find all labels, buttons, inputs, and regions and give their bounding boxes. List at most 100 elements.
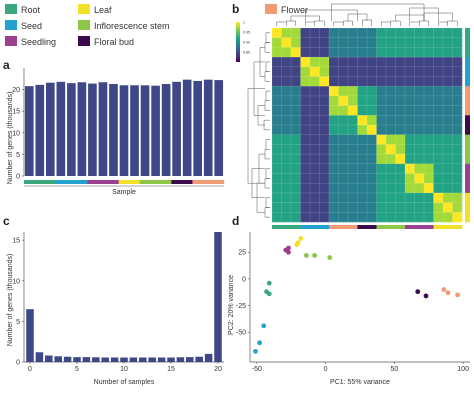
scatter-point-seed: [253, 348, 258, 354]
heatmap-cell: [291, 86, 301, 97]
heatmap-cell: [300, 183, 311, 194]
heatmap-cell: [405, 212, 415, 223]
panel-c-bar: [157, 357, 166, 362]
heatmap-cell: [272, 163, 282, 174]
panel-a-sample-group: [108, 180, 119, 184]
heatmap-cell: [424, 57, 434, 68]
heatmap-cell: [367, 95, 377, 106]
dendrogram-branch: [265, 139, 270, 150]
heatmap-cell: [348, 183, 358, 194]
heatmap-cell: [452, 28, 463, 38]
heatmap-cell: [338, 202, 349, 213]
heatmap-col-group: [310, 225, 320, 229]
heatmap-cell: [329, 154, 339, 165]
heatmap-col-group: [452, 225, 463, 229]
scatter-point-flower: [445, 290, 451, 296]
heatmap-row-group: [465, 192, 470, 203]
heatmap-cell: [367, 163, 377, 174]
legend-label-seed: Seed: [21, 21, 42, 31]
dendrogram-branch: [333, 21, 344, 26]
heatmap-cell: [281, 212, 292, 223]
heatmap-cell: [395, 173, 406, 184]
heatmap-cell: [424, 125, 434, 135]
heatmap-cell: [414, 105, 425, 116]
heatmap-cell: [376, 105, 387, 116]
heatmap-cell: [395, 66, 406, 77]
scatter-point-seed: [261, 323, 267, 329]
heatmap-cell: [376, 144, 387, 155]
heatmap-row-group: [465, 163, 470, 174]
panel-c-bar: [186, 357, 194, 362]
heatmap-cell: [291, 105, 301, 116]
panel-b-heatmap: 1 0.95 0.90 0.85: [236, 3, 470, 229]
heatmap-cell: [395, 134, 406, 145]
heatmap-cell: [300, 76, 311, 87]
heatmap-cell: [348, 47, 358, 58]
heatmap-cell: [300, 154, 311, 165]
heatmap-cell: [443, 47, 453, 58]
heatmap-col-group: [386, 225, 396, 229]
heatmap-cell: [424, 183, 434, 194]
heatmap-cell: [433, 183, 444, 194]
heatmap-cell: [424, 105, 434, 116]
heatmap-cell: [433, 37, 444, 48]
scatter-point-seedling: [286, 249, 291, 255]
heatmap-row-group: [465, 37, 470, 48]
heatmap-cell: [443, 125, 453, 135]
heatmap-cell: [281, 125, 292, 135]
heatmap-cell: [272, 202, 282, 213]
dendrogram-branch: [265, 90, 270, 101]
heatmap-cell: [272, 57, 282, 68]
heatmap-cell: [357, 76, 368, 87]
heatmap-cell: [357, 134, 368, 145]
panel-a-bar: [98, 82, 108, 176]
heatmap-cell: [338, 47, 349, 58]
panel-a-sample-group: [192, 180, 204, 184]
heatmap-cell: [338, 144, 349, 155]
heatmap-cell: [338, 37, 349, 48]
heatmap-cell: [443, 183, 453, 194]
colorbar-tick-label: 0.85: [243, 51, 250, 55]
heatmap-cell: [319, 192, 330, 203]
heatmap-row-group: [465, 173, 470, 184]
heatmap-cell: [367, 134, 377, 145]
heatmap-cell: [281, 115, 292, 126]
heatmap-cell: [300, 66, 311, 77]
panel-c-xtick-label: 20: [214, 366, 222, 373]
heatmap-cell: [300, 202, 311, 213]
heatmap-cell: [338, 115, 349, 126]
panel-a-sample-group: [34, 180, 46, 184]
heatmap-cell: [386, 134, 396, 145]
heatmap-cell: [272, 173, 282, 184]
heatmap-cell: [300, 47, 311, 58]
heatmap-cell: [357, 192, 368, 203]
heatmap-row-group: [465, 28, 470, 38]
heatmap-cell: [329, 86, 339, 97]
heatmap-cell: [291, 173, 301, 184]
panel-a-sample-group: [181, 180, 193, 184]
heatmap-cell: [452, 212, 463, 223]
heatmap-cell: [319, 154, 330, 165]
panel-a-sample-group: [76, 180, 88, 184]
panel-a-sample-group: [213, 180, 225, 184]
heatmap-cell: [376, 212, 387, 223]
dendrogram-branch: [381, 21, 391, 26]
heatmap-cell: [367, 47, 377, 58]
heatmap-cell: [291, 47, 301, 58]
panel-c-bar: [35, 352, 44, 362]
dendrogram-branch: [447, 20, 458, 26]
heatmap-cell: [300, 212, 311, 223]
panel-c-bar: [45, 355, 53, 362]
heatmap-cell: [367, 76, 377, 87]
heatmap-cell: [443, 76, 453, 87]
heatmap-cell: [291, 192, 301, 203]
heatmap-cell: [310, 202, 320, 213]
heatmap-col-group: [300, 225, 311, 229]
heatmap-cell: [300, 125, 311, 135]
scatter-point-root: [266, 280, 272, 286]
heatmap-cell: [281, 66, 292, 77]
heatmap-cell: [357, 173, 368, 184]
heatmap-cell: [291, 144, 301, 155]
heatmap-cell: [338, 134, 349, 145]
heatmap-cell: [395, 105, 406, 116]
